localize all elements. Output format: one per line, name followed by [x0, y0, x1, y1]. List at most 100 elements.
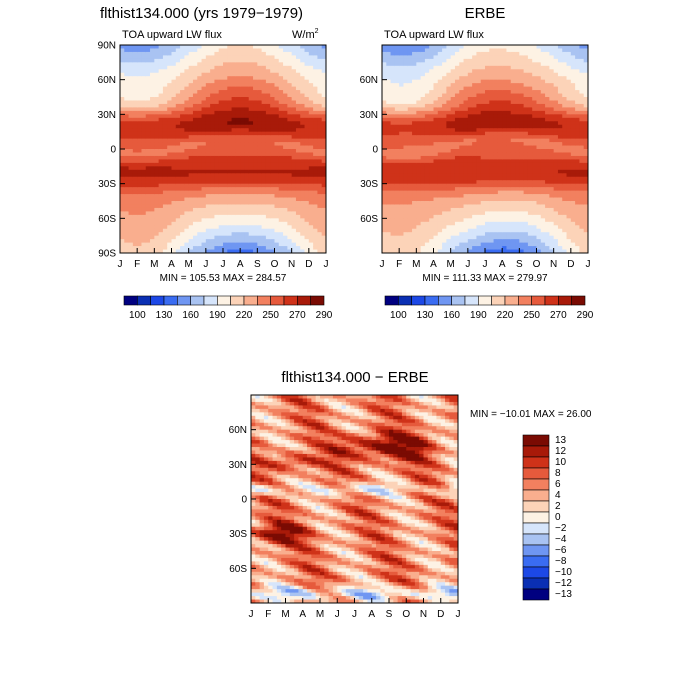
field-cell: [429, 197, 435, 202]
field-cell: [493, 246, 499, 251]
field-cell: [476, 201, 482, 206]
field-cell: [437, 249, 443, 253]
field-cell: [120, 169, 125, 174]
field-cell: [257, 249, 263, 253]
field-cell: [167, 187, 173, 192]
field-cell: [476, 180, 482, 185]
field-cell: [291, 149, 297, 154]
field-cell: [231, 117, 237, 122]
field-cell: [287, 55, 293, 60]
field-cell: [502, 110, 508, 115]
field-cell: [390, 180, 396, 185]
field-cell: [167, 103, 173, 108]
field-cell: [137, 242, 143, 247]
field-cell: [412, 207, 417, 212]
field-cell: [472, 90, 478, 95]
x-tick-label: M: [184, 259, 192, 270]
field-cell: [403, 97, 409, 102]
field-cell: [231, 155, 237, 160]
field-cell: [313, 214, 319, 219]
field-cell: [158, 149, 164, 154]
field-cell: [403, 131, 409, 136]
field-cell: [304, 86, 310, 91]
field-cell: [162, 221, 168, 226]
field-cell: [476, 152, 482, 157]
field-cell: [132, 166, 138, 171]
field-cell: [313, 114, 319, 119]
field-cell: [295, 225, 301, 230]
field-cell: [304, 166, 310, 171]
field-cell: [218, 207, 224, 212]
field-cell: [278, 131, 284, 136]
field-cell: [257, 121, 263, 126]
field-cell: [412, 79, 417, 84]
field-cell: [510, 76, 516, 81]
field-cell: [274, 45, 280, 50]
field-cell: [519, 190, 525, 195]
field-cell: [416, 131, 422, 136]
field-cell: [506, 97, 512, 102]
field-cell: [412, 145, 417, 150]
field-cell: [188, 51, 194, 56]
field-cell: [235, 218, 241, 223]
field-cell: [295, 135, 301, 140]
field-cell: [278, 176, 284, 181]
field-cell: [429, 232, 435, 237]
field-cell: [257, 97, 263, 102]
field-cell: [261, 45, 267, 50]
field-cell: [308, 235, 314, 240]
field-cell: [223, 221, 228, 226]
field-cell: [128, 103, 134, 108]
field-cell: [141, 124, 147, 129]
field-cell: [278, 214, 284, 219]
field-cell: [283, 48, 288, 53]
field-cell: [519, 183, 525, 188]
field-cell: [450, 166, 456, 171]
field-cell: [502, 197, 508, 202]
field-cell: [437, 173, 443, 178]
field-cell: [201, 232, 207, 237]
field-cell: [265, 145, 271, 150]
field-cell: [489, 204, 495, 209]
field-cell: [459, 110, 465, 115]
field-cell: [403, 242, 409, 247]
field-cell: [205, 110, 211, 115]
field-cell: [407, 103, 413, 108]
field-cell: [175, 65, 181, 70]
field-cell: [476, 159, 482, 164]
field-cell: [304, 107, 310, 112]
field-cell: [390, 97, 396, 102]
field-cell: [515, 183, 520, 188]
field-cell: [227, 169, 233, 174]
field-cell: [304, 159, 310, 164]
field-cell: [210, 124, 216, 129]
field-cell: [467, 72, 473, 77]
field-cell: [382, 128, 387, 133]
field-cell: [433, 176, 439, 181]
field-cell: [218, 173, 224, 178]
field-cell: [399, 166, 405, 171]
field-cell: [145, 218, 151, 223]
field-cell: [407, 235, 413, 240]
field-cell: [214, 239, 220, 244]
field-cell: [283, 103, 288, 108]
field-cell: [295, 107, 301, 112]
field-cell: [390, 138, 396, 143]
field-cell: [227, 221, 233, 226]
field-cell: [132, 138, 138, 143]
field-cell: [141, 79, 147, 84]
field-cell: [128, 83, 134, 88]
field-cell: [162, 242, 168, 247]
field-cell: [154, 45, 160, 50]
field-cell: [450, 48, 456, 53]
field-cell: [304, 48, 310, 53]
field-cell: [192, 86, 198, 91]
field-cell: [407, 124, 413, 129]
field-cell: [442, 214, 447, 219]
field-cell: [382, 135, 387, 140]
field-cell: [502, 142, 508, 147]
field-cell: [274, 135, 280, 140]
field-cell: [429, 114, 435, 119]
field-cell: [454, 197, 460, 202]
field-cell: [210, 145, 216, 150]
